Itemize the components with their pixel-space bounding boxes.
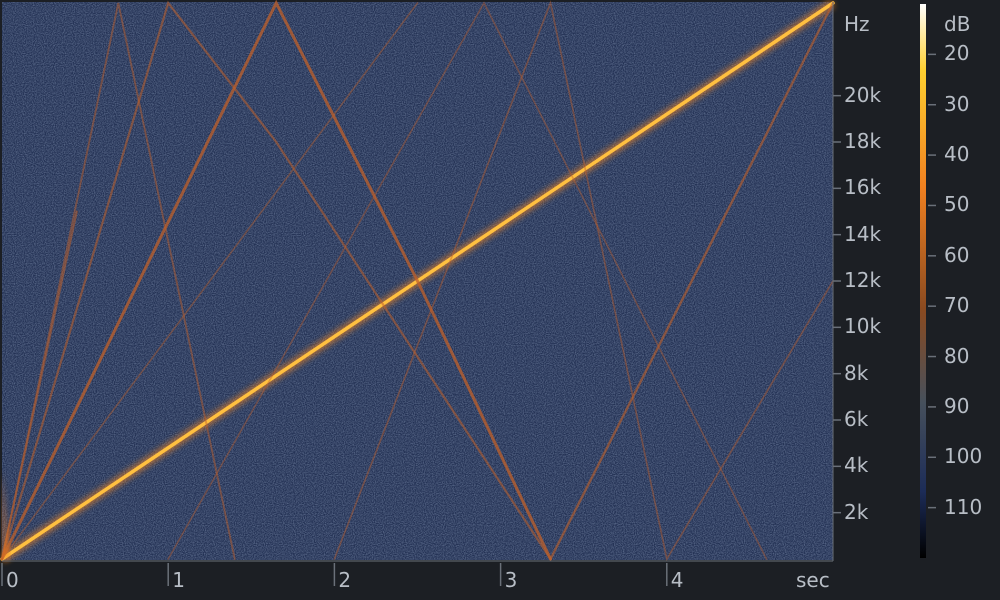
frequency-traces [0, 0, 836, 563]
y-tick-label-9: 20k [844, 82, 882, 107]
x-tick-label-4: 4 [670, 568, 684, 592]
x-tick-label-3: 3 [504, 568, 518, 592]
y-tick-label-7: 16k [844, 175, 882, 200]
trace-8 [0, 210, 78, 561]
trace-6 [333, 0, 834, 562]
y-tick-label-4: 10k [844, 314, 882, 339]
y-tick-label-0: 2k [844, 499, 869, 524]
x-axis-unit-label: sec [796, 568, 830, 592]
x-tick-label-2: 2 [338, 568, 352, 592]
trace-1 [0, 0, 552, 561]
y-axis-unit-label: Hz [844, 12, 870, 36]
db-tick-label-0: 20 [944, 41, 970, 66]
db-tick-label-6: 80 [944, 343, 970, 368]
trace-3 [1, 2, 236, 560]
y-tick-label-3: 8k [844, 360, 869, 385]
x-tick-label-0: 0 [6, 568, 19, 592]
db-tick-label-4: 60 [944, 242, 970, 267]
db-tick-label-5: 70 [944, 293, 970, 318]
colorbar-ticks [928, 53, 936, 509]
db-tick-label-2: 40 [944, 142, 970, 167]
y-axis-ticks [833, 94, 841, 514]
x-tick-label-1: 1 [172, 568, 185, 592]
trace-4 [1, 2, 419, 560]
trace-5 [549, 1, 835, 561]
spectrogram-plot-area[interactable] [0, 0, 836, 563]
origin-burst [2, 470, 10, 559]
x-axis-ticks [1, 563, 668, 586]
y-tick-label-2: 6k [844, 407, 869, 431]
y-tick-label-5: 12k [844, 268, 882, 292]
db-tick-label-3: 50 [944, 192, 970, 217]
trace-2 [0, 0, 552, 561]
colorbar-scale [920, 4, 926, 558]
y-tick-label-8: 18k [844, 129, 882, 153]
trace-7 [167, 1, 768, 560]
db-tick-label-7: 90 [944, 393, 970, 418]
y-tick-label-1: 4k [844, 453, 869, 478]
db-tick-label-9: 110 [944, 494, 983, 519]
db-tick-label-8: 100 [944, 444, 983, 469]
y-tick-label-6: 14k [844, 221, 882, 246]
colorbar-unit-label: dB [944, 12, 971, 36]
db-tick-label-1: 30 [944, 91, 970, 116]
